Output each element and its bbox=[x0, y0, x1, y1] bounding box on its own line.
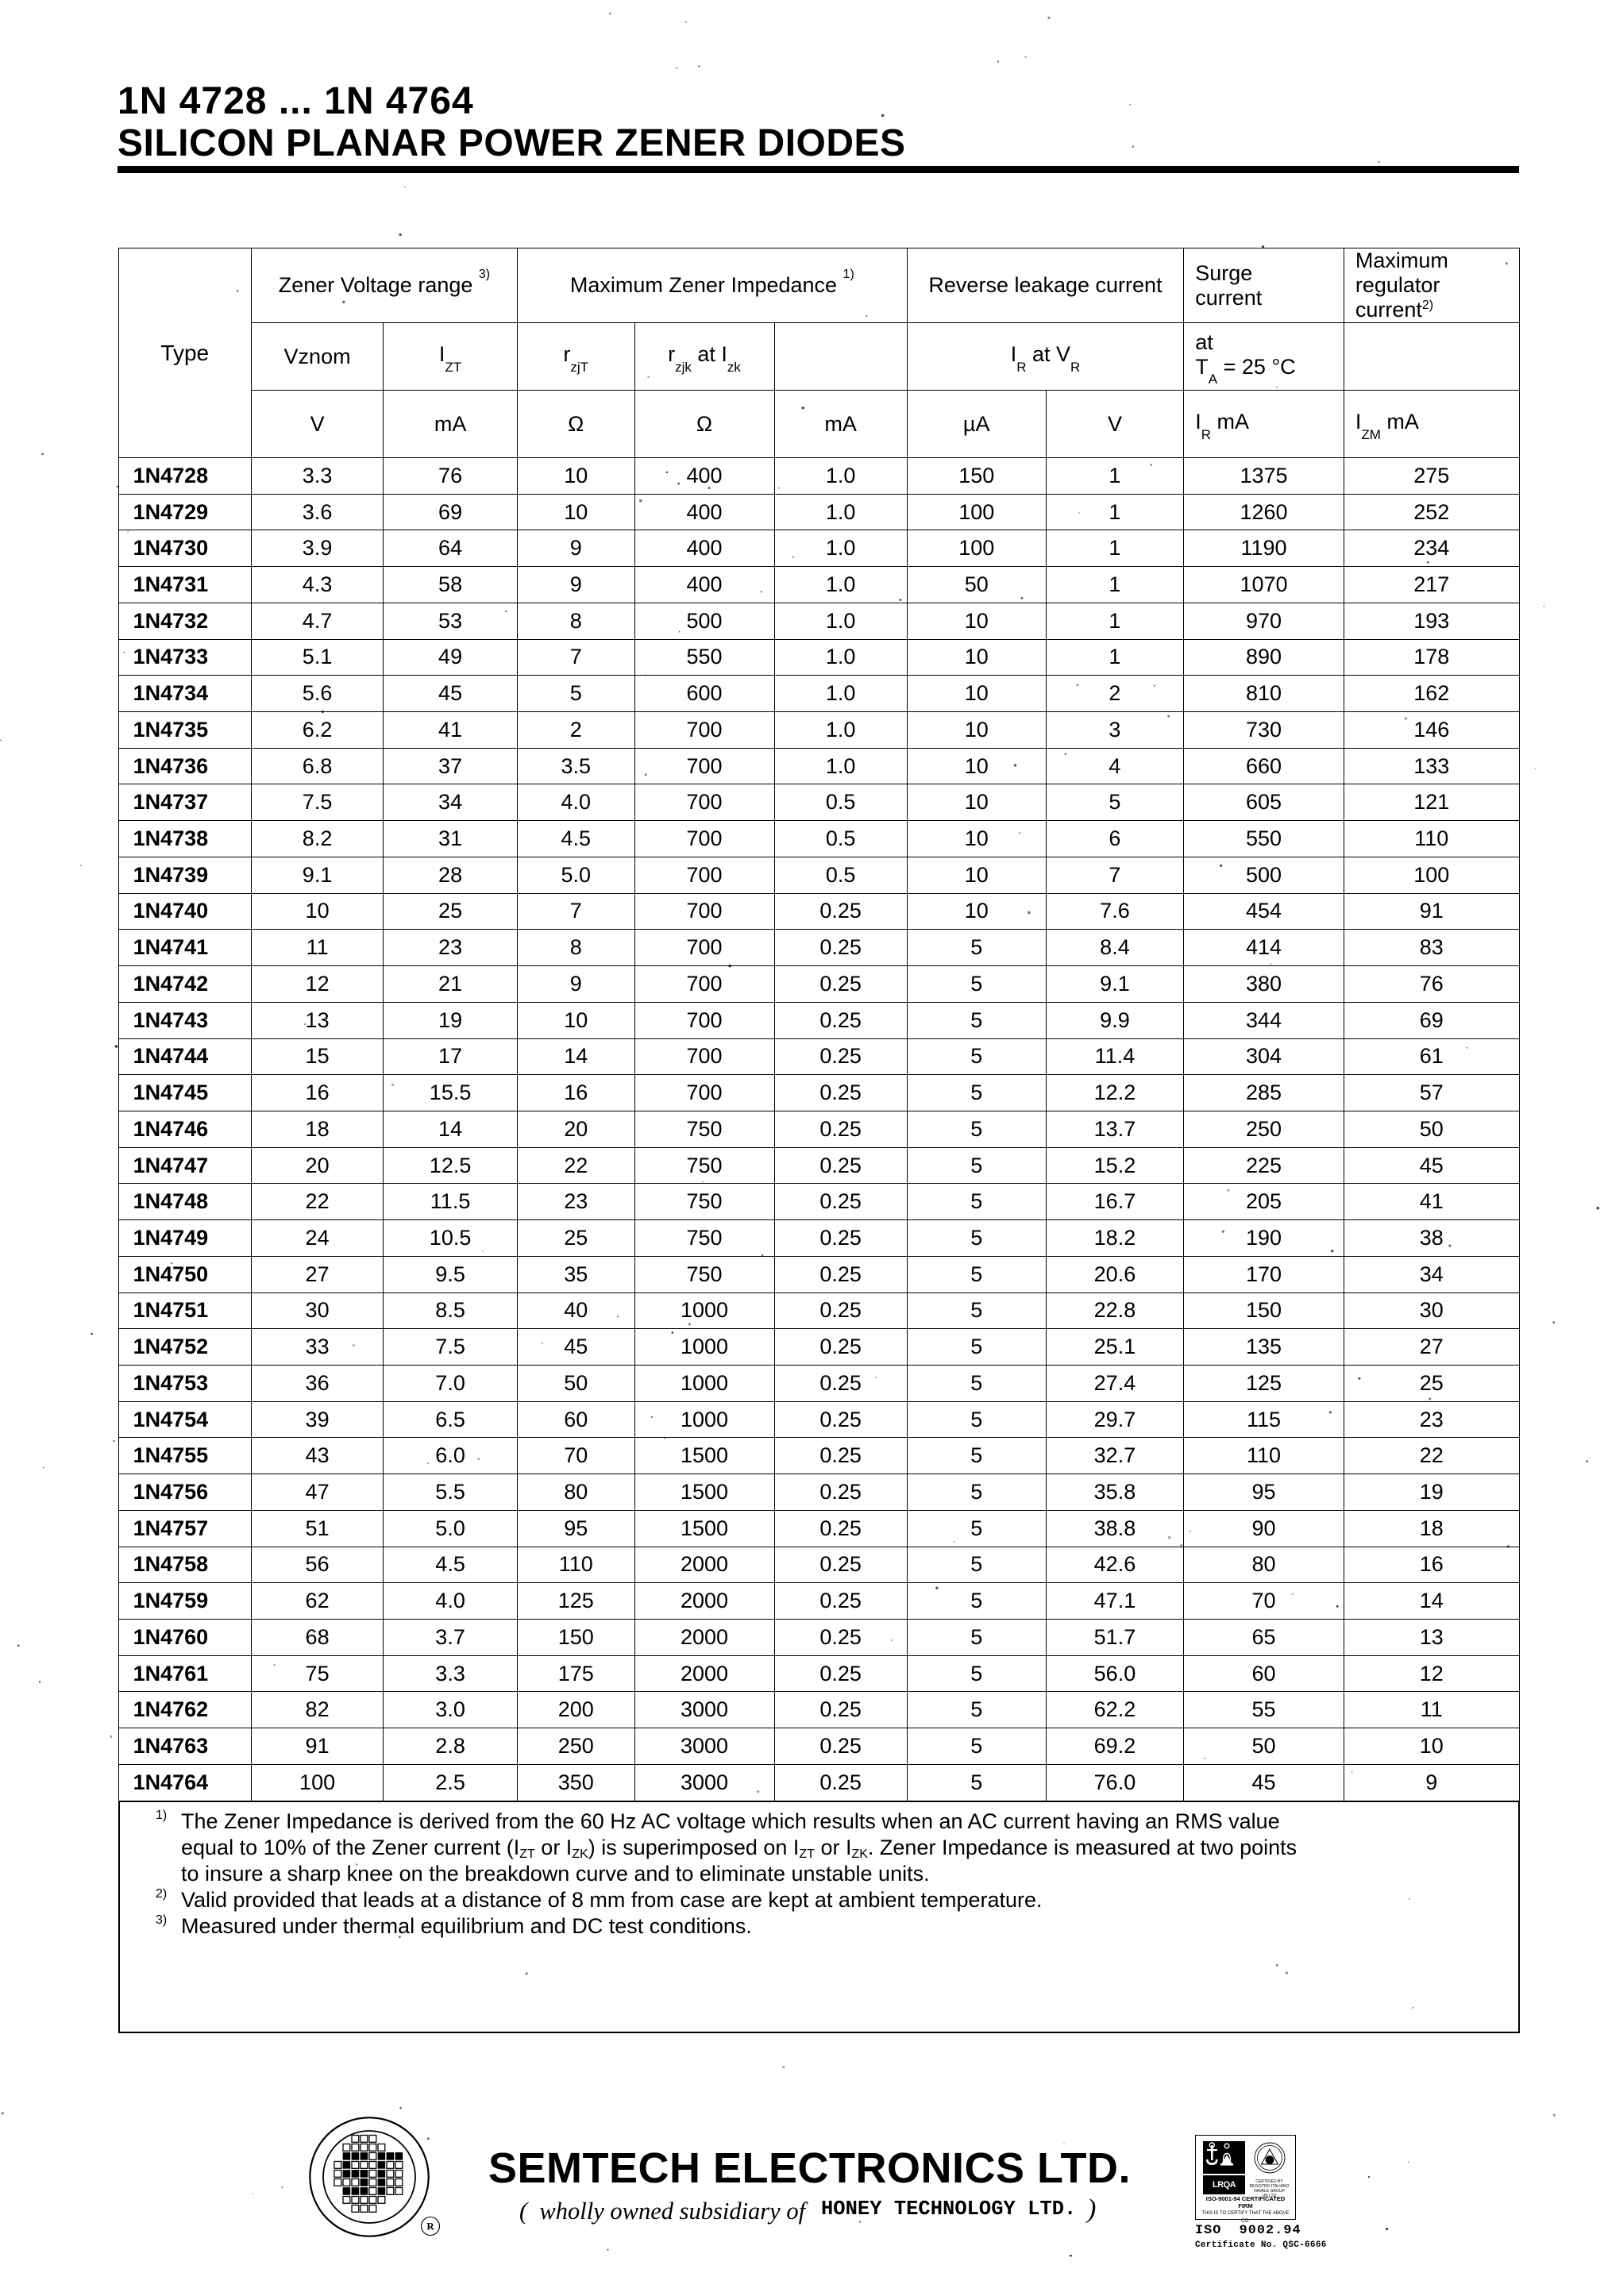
svg-text:R: R bbox=[426, 2221, 434, 2232]
